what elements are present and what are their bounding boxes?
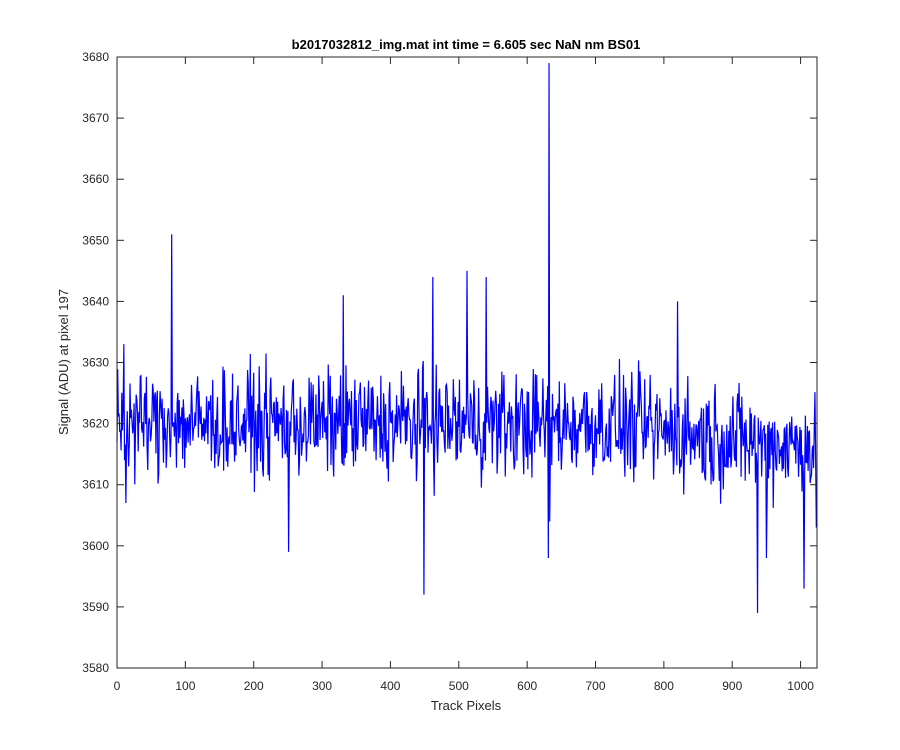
x-axis: 0 100 200 300 400 500 600 700 800 900 1000 [114,57,814,693]
x-tick-label: 300 [312,679,332,693]
y-tick-label: 3680 [82,50,109,64]
y-axis-label: Signal (ADU) at pixel 197 [56,289,71,435]
y-tick-label: 3600 [82,539,109,553]
y-tick-label: 3630 [82,356,109,370]
x-tick-label: 800 [654,679,674,693]
x-tick-label: 0 [114,679,121,693]
x-tick-label: 900 [722,679,742,693]
series-layer [116,63,817,614]
y-tick-label: 3620 [82,417,109,431]
y-tick-label: 3650 [82,233,109,247]
y-tick-label: 3640 [82,294,109,308]
x-tick-label: 1000 [787,679,814,693]
x-tick-label: 200 [244,679,264,693]
x-tick-label: 700 [586,679,606,693]
x-tick-label: 100 [175,679,195,693]
x-tick-label: 400 [380,679,400,693]
y-tick-label: 3670 [82,111,109,125]
x-axis-label: Track Pixels [431,698,502,713]
y-tick-label: 3590 [82,600,109,614]
y-tick-label: 3660 [82,172,109,186]
y-tick-label: 3610 [82,478,109,492]
y-tick-label: 3580 [82,661,109,675]
signal-line [116,63,817,614]
x-tick-label: 600 [517,679,537,693]
y-axis: 3580 3590 3600 3610 3620 3630 3640 3650 3660 3670… [82,50,817,675]
chart-title: b2017032812_img.mat int time = 6.605 sec… [292,37,641,52]
x-tick-label: 500 [449,679,469,693]
